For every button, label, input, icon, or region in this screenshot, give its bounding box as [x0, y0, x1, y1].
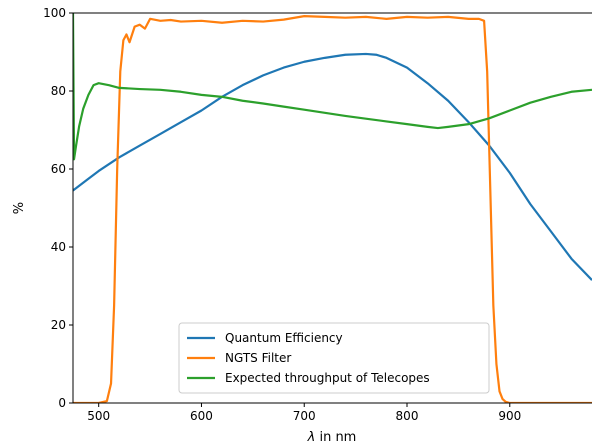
y-tick-label: 40 — [51, 240, 66, 254]
x-axis-label-symbol: λ — [307, 430, 316, 445]
x-tick-label: 600 — [190, 409, 213, 423]
legend-label-1: NGTS Filter — [225, 351, 291, 365]
x-tick-label: 900 — [498, 409, 521, 423]
y-tick-label: 80 — [51, 84, 66, 98]
y-tick-label: 20 — [51, 318, 66, 332]
series-layer — [73, 13, 592, 403]
x-tick-label: 800 — [396, 409, 419, 423]
y-axis-label: % — [12, 202, 27, 214]
x-axis-label-unit: in nm — [315, 430, 356, 445]
x-axis-label: λ in nm — [307, 430, 357, 445]
legend-label-2: Expected throughput of Telecopes — [225, 371, 430, 385]
legend-label-0: Quantum Efficiency — [225, 331, 343, 345]
series-line-0 — [73, 52, 592, 281]
legend: Quantum Efficiency NGTS Filter Expected th… — [178, 322, 490, 394]
x-tick-label: 500 — [87, 409, 110, 423]
x-tick-label: 700 — [293, 409, 316, 423]
ticks: 500 600 700 800 900 0 20 40 60 80 100 — [43, 6, 521, 423]
y-tick-label: 60 — [51, 162, 66, 176]
series-line-1 — [73, 15, 592, 403]
legend-box — [178, 322, 490, 394]
axes — [72, 12, 592, 404]
series-line-2 — [73, 13, 592, 161]
y-tick-label: 100 — [43, 6, 66, 20]
y-tick-label: 0 — [58, 396, 66, 410]
